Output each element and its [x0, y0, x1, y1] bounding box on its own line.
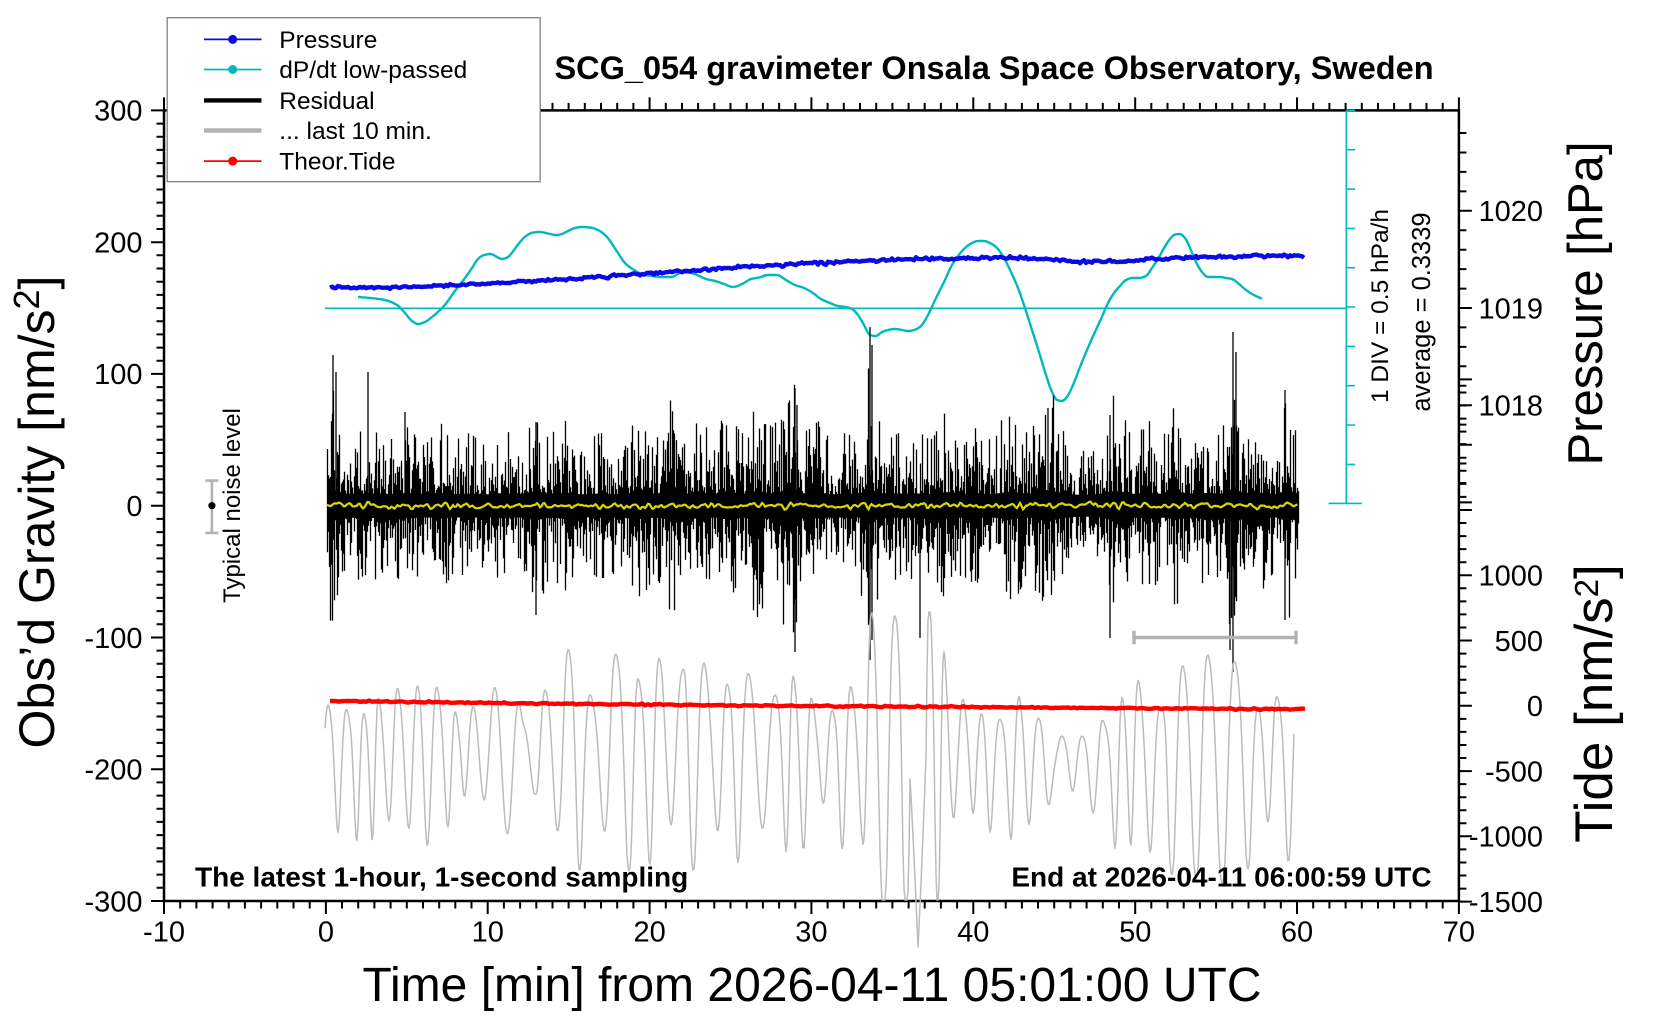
svg-text:0: 0 — [1527, 691, 1543, 723]
svg-text:300: 300 — [94, 96, 142, 128]
svg-text:500: 500 — [1495, 626, 1543, 658]
svg-text:-300: -300 — [84, 886, 142, 918]
svg-text:The latest 1-hour, 1-second sa: The latest 1-hour, 1-second sampling — [195, 862, 688, 893]
svg-text:100: 100 — [94, 359, 142, 391]
svg-text:1000: 1000 — [1478, 561, 1543, 593]
svg-text:1019: 1019 — [1478, 293, 1543, 325]
svg-text:1020: 1020 — [1478, 196, 1543, 228]
svg-text:20: 20 — [633, 917, 665, 949]
svg-text:10: 10 — [472, 917, 504, 949]
svg-text:Residual: Residual — [279, 88, 374, 115]
svg-text:-1500: -1500 — [1469, 887, 1543, 919]
svg-text:Pressure: Pressure — [279, 27, 377, 54]
svg-text:Pressure [hPa]: Pressure [hPa] — [1559, 141, 1613, 465]
svg-text:-200: -200 — [84, 755, 142, 787]
svg-text:End at 2026-04-11 06:00:59 UTC: End at 2026-04-11 06:00:59 UTC — [1011, 862, 1431, 893]
svg-text:... last 10 min.: ... last 10 min. — [279, 118, 432, 145]
svg-text:50: 50 — [1119, 917, 1151, 949]
svg-text:200: 200 — [94, 228, 142, 260]
svg-text:30: 30 — [795, 917, 827, 949]
svg-text:Theor.Tide: Theor.Tide — [279, 149, 395, 176]
svg-text:0: 0 — [126, 491, 142, 523]
svg-text:-1000: -1000 — [1469, 822, 1543, 854]
svg-text:dP/dt low-passed: dP/dt low-passed — [279, 57, 467, 84]
svg-text:SCG_054 gravimeter Onsala Spac: SCG_054 gravimeter Onsala Space Observat… — [554, 50, 1433, 86]
svg-text:average = 0.3339: average = 0.3339 — [1408, 212, 1436, 411]
svg-text:0: 0 — [318, 917, 334, 949]
svg-text:1 DIV = 0.5 hPa/h: 1 DIV = 0.5 hPa/h — [1367, 209, 1394, 403]
svg-text:1018: 1018 — [1478, 391, 1543, 423]
svg-text:Tide [nm/s2]: Tide [nm/s2] — [1565, 564, 1624, 843]
svg-text:Typical noise level: Typical noise level — [219, 408, 246, 603]
svg-text:Obs’d Gravity [nm/s2]: Obs’d Gravity [nm/s2] — [6, 276, 65, 749]
svg-text:60: 60 — [1281, 917, 1313, 949]
svg-text:40: 40 — [957, 917, 989, 949]
svg-text:70: 70 — [1443, 917, 1475, 949]
svg-text:Time [min] from 2026-04-11 05:: Time [min] from 2026-04-11 05:01:00 UTC — [362, 959, 1261, 1012]
svg-text:-500: -500 — [1485, 756, 1543, 788]
svg-text:-10: -10 — [143, 917, 185, 949]
svg-text:-100: -100 — [84, 623, 142, 655]
